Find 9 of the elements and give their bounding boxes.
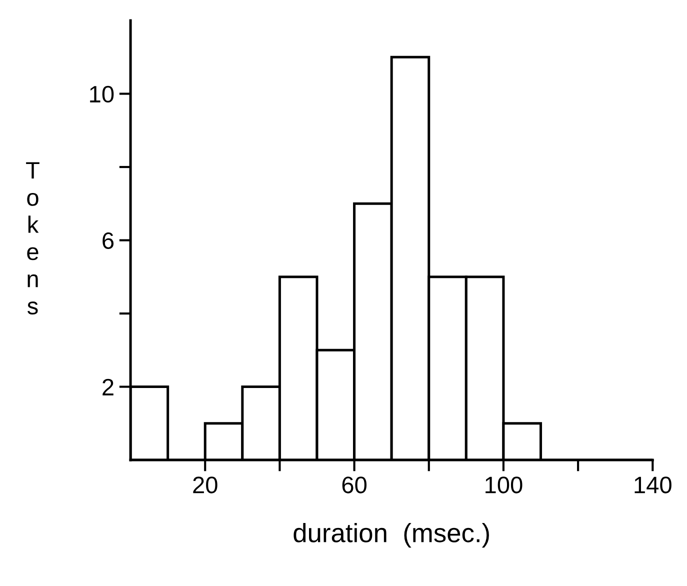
x-tick-label: 20 <box>193 476 218 494</box>
y-tick-label: 6 <box>102 232 114 250</box>
y-axis-title: Tokens <box>26 162 40 314</box>
x-tick-label: 100 <box>486 476 522 494</box>
x-tick-label: 140 <box>634 476 672 494</box>
y-tick-label: 2 <box>102 378 114 396</box>
x-axis-title: duration (msec.) <box>294 522 489 548</box>
y-tick-label: 10 <box>90 86 114 103</box>
x-tick-label: 60 <box>342 476 367 494</box>
